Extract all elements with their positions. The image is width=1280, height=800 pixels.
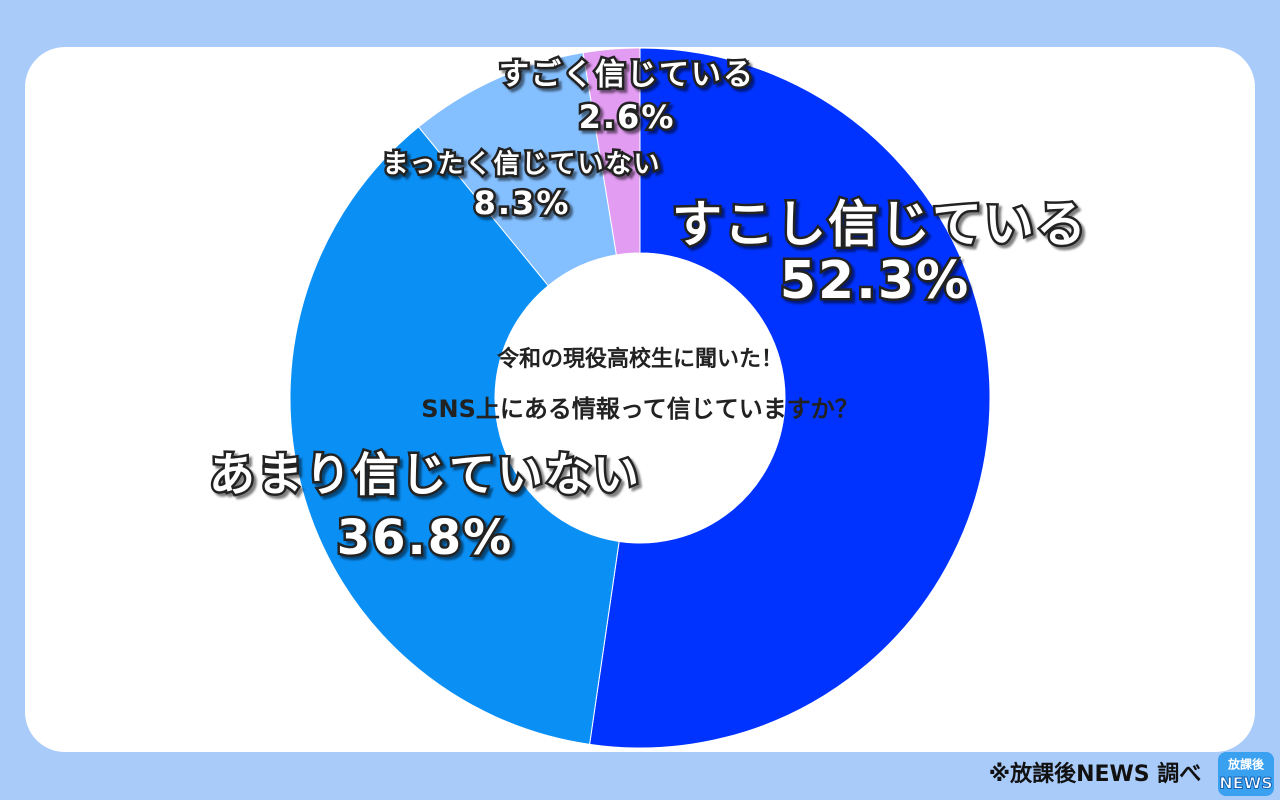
chart-title: SNS上にある情報って信じていますか？ — [421, 395, 858, 423]
value-label: 8.3% — [474, 184, 571, 222]
source-note: ※放課後NEWS 調べ — [989, 761, 1202, 787]
logo-badge — [1218, 752, 1274, 796]
logo: 放課後 NEWS — [1218, 752, 1274, 796]
slice-label: あまり信じていない — [209, 448, 641, 502]
chart-title: 令和の現役高校生に聞いた！ — [497, 346, 783, 372]
donut-hole — [495, 253, 785, 543]
slice-label: まったく信じていない — [383, 150, 662, 180]
value-label: 36.8% — [337, 510, 514, 566]
value-label: 52.3% — [780, 251, 970, 311]
logo-text: 放課後 — [1227, 757, 1265, 772]
value-label: 2.6% — [579, 98, 676, 136]
slice-label: すごく信じている — [499, 58, 755, 93]
logo-text: NEWS — [1219, 774, 1273, 793]
slice-label: すこし信じている — [672, 196, 1088, 254]
donut — [289, 47, 991, 749]
